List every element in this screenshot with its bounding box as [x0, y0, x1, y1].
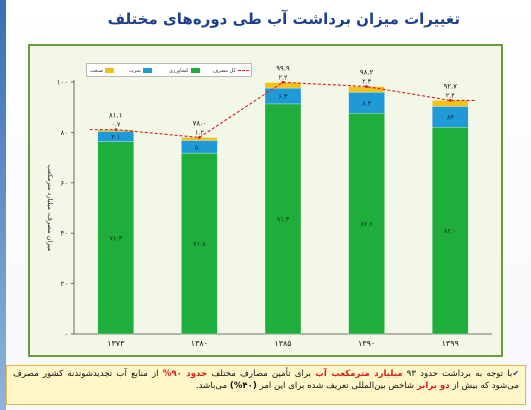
- x-tick-label: ۱۳۸۵: [274, 339, 291, 348]
- y-tick-label: ۱۰۰: [57, 79, 68, 87]
- chart-svg: ۰ ۲۰ ۴۰ ۶۰ ۸۰ ۱۰۰ میزان مصرف، میلیارد مترمکعب ۷…: [46, 64, 492, 348]
- bar-agriculture: [181, 152, 218, 335]
- x-tick-label: ۱۳۸۰: [191, 339, 208, 348]
- total-label: ۷۸.۰: [193, 119, 207, 127]
- note-text-5: می‌باشد.: [195, 381, 230, 391]
- data-label-agriculture: ۷۱.۸: [193, 240, 206, 248]
- legend-label-drinking: شرب: [129, 67, 141, 74]
- total-point: [281, 80, 285, 84]
- note-text-2: برای تأمین مصارف مختلف: [207, 369, 316, 379]
- x-tick-label: ۱۳۹۹: [442, 339, 459, 348]
- total-point: [114, 128, 118, 132]
- note-text-1: با توجه به برداشت حدود ۹۳: [402, 369, 513, 379]
- y-tick-label: ۴۰: [60, 230, 68, 238]
- note-highlight-volume: میلیارد مترمکعب آب: [315, 369, 403, 379]
- slide-title: تغییرات میزان برداشت آب طی دوره‌های مختل…: [107, 10, 460, 28]
- y-tick-label: ۸۰: [60, 129, 68, 137]
- legend-item-total: کل مصرف: [213, 65, 249, 76]
- total-point: [198, 136, 201, 139]
- legend-label-agriculture: کشاورزی: [169, 67, 189, 74]
- data-label-industry: ۱.۲: [195, 128, 205, 136]
- y-axis-title: میزان مصرف، میلیارد مترمکعب: [46, 165, 54, 252]
- y-tick-label: ۶۰: [60, 179, 68, 187]
- chart-legend: صنعت شرب کشاورزی کل مصرف: [86, 63, 252, 77]
- total-point: [365, 85, 368, 88]
- data-label-agriculture: ۷۶.۳: [110, 234, 123, 242]
- data-label-industry: ۰.۷: [111, 121, 121, 129]
- bar-agriculture: [348, 113, 385, 335]
- total-label: ۹۹.۹: [276, 64, 290, 72]
- note-highlight-index: (۴۰%): [229, 381, 257, 391]
- data-label-agriculture: ۹۱.۳: [277, 215, 290, 223]
- data-label-drinking: ۸.۳: [362, 99, 372, 107]
- data-label-agriculture: ۸۲.۰: [444, 227, 457, 235]
- data-label-agriculture: ۸۷.۶: [360, 220, 373, 228]
- chart-frame: ۰ ۲۰ ۴۰ ۶۰ ۸۰ ۱۰۰ میزان مصرف، میلیارد مترمکعب ۷…: [28, 44, 503, 357]
- legend-line-total: [237, 70, 249, 71]
- total-point: [448, 98, 452, 102]
- bar-agriculture: [432, 127, 469, 335]
- note-text-4: شاخص بین‌المللی تعریف شده برای این امر: [256, 381, 417, 391]
- data-label-industry: ۲.۴: [446, 91, 456, 99]
- legend-label-total: کل مصرف: [213, 67, 236, 74]
- legend-item-industry: صنعت: [90, 65, 115, 76]
- bar-agriculture: [97, 141, 134, 335]
- note-highlight-percent: حدود ۹۰%: [162, 369, 208, 379]
- legend-item-drinking: شرب: [129, 65, 152, 76]
- data-label-industry: ۲.۳: [362, 78, 372, 86]
- slide-accent-bar: [0, 0, 6, 410]
- data-label-drinking: ۴.۱: [111, 133, 120, 141]
- total-label: ۹۲.۷: [443, 82, 457, 90]
- legend-swatch-agriculture: [190, 68, 200, 73]
- legend-item-agriculture: کشاورزی: [169, 65, 200, 76]
- note-text-3: از منابع آب تجدیدشوندنه کشور مصرف می‌شود…: [13, 369, 519, 391]
- x-tick-label: ۱۳۹۰: [358, 339, 375, 348]
- data-label-industry: ۲.۲: [278, 74, 288, 82]
- check-icon: ✔: [512, 369, 520, 378]
- note-box: ✔با توجه به برداشت حدود ۹۳ میلیارد مترمک…: [6, 365, 526, 405]
- note-highlight-double: دو برابر: [416, 381, 450, 391]
- legend-swatch-drinking: [142, 68, 152, 73]
- legend-label-industry: صنعت: [90, 67, 104, 74]
- data-label-drinking: ۶.۳: [278, 92, 288, 100]
- bar-agriculture: [264, 103, 302, 335]
- data-label-drinking: ۵.۰: [195, 143, 204, 151]
- total-label: ۸۱.۱: [109, 112, 123, 120]
- legend-swatch-industry: [105, 68, 115, 73]
- data-label-drinking: ۸۳: [447, 113, 454, 121]
- y-tick-label: ۰: [64, 331, 68, 339]
- total-label: ۹۸.۲: [360, 69, 374, 77]
- y-tick-label: ۲۰: [60, 280, 68, 288]
- x-tick-label: ۱۳۷۳: [107, 339, 125, 348]
